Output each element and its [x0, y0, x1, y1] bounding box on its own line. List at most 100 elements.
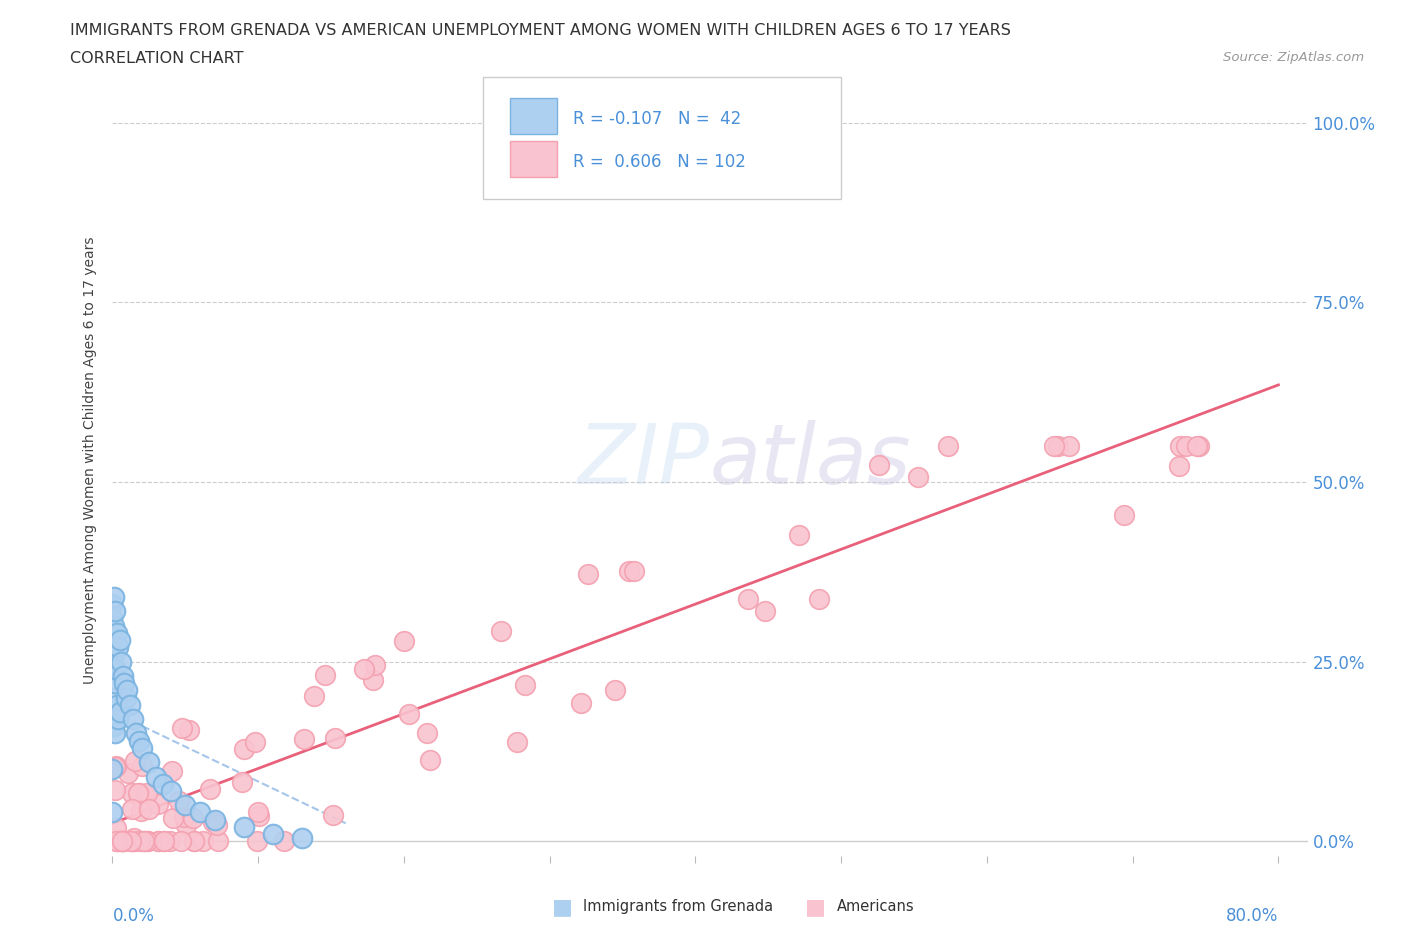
Point [174, 798, 197, 813]
Point [273, 834, 295, 849]
Text: 0.0%: 0.0% [112, 907, 155, 925]
FancyBboxPatch shape [510, 98, 557, 135]
Point [148, 834, 170, 849]
Point [138, 801, 160, 816]
Point [398, 706, 420, 721]
Point [117, 765, 139, 780]
Point [1174, 439, 1197, 454]
Point [128, 786, 150, 801]
Point [419, 752, 441, 767]
Point [105, 821, 128, 836]
Point [111, 669, 134, 684]
Point [232, 819, 254, 834]
Text: ■: ■ [553, 897, 572, 917]
Point [1188, 439, 1211, 454]
Text: CORRELATION CHART: CORRELATION CHART [70, 51, 243, 66]
Point [177, 723, 200, 737]
Point [101, 597, 124, 612]
Point [104, 760, 127, 775]
Point [576, 567, 599, 582]
Point [153, 834, 176, 849]
Point [737, 591, 759, 606]
Point [122, 834, 145, 849]
Point [174, 817, 197, 832]
Point [169, 794, 191, 809]
Text: ZIP: ZIP [578, 419, 710, 501]
Point [131, 740, 153, 755]
Point [108, 632, 131, 647]
Point [132, 834, 155, 849]
Point [202, 815, 225, 830]
Point [103, 647, 125, 662]
Y-axis label: Unemployment Among Women with Children Ages 6 to 17 years: Unemployment Among Women with Children A… [83, 236, 97, 684]
Point [353, 661, 375, 676]
Point [120, 834, 142, 849]
Point [101, 762, 124, 777]
Point [231, 774, 253, 789]
Point [868, 458, 890, 472]
Point [754, 604, 776, 618]
Point [247, 808, 270, 823]
Point [1057, 439, 1080, 454]
Point [115, 683, 138, 698]
Point [125, 726, 148, 741]
Point [128, 733, 150, 748]
FancyBboxPatch shape [510, 140, 557, 177]
Point [101, 719, 124, 734]
Point [291, 830, 314, 845]
Point [104, 661, 127, 676]
Text: R = -0.107   N =  42: R = -0.107 N = 42 [572, 110, 741, 128]
Point [323, 730, 346, 745]
Point [623, 564, 645, 578]
Point [105, 698, 128, 712]
Point [105, 834, 128, 849]
Point [162, 764, 184, 778]
Point [513, 678, 536, 693]
Point [112, 676, 135, 691]
Point [122, 711, 145, 726]
Point [569, 696, 592, 711]
Point [246, 804, 269, 819]
Point [152, 777, 174, 791]
Point [110, 654, 132, 669]
Point [101, 805, 124, 820]
Point [107, 834, 129, 849]
Text: Americans: Americans [837, 899, 914, 914]
Point [1185, 439, 1208, 454]
Point [364, 658, 387, 672]
Point [103, 676, 125, 691]
Point [108, 834, 131, 849]
Point [146, 797, 169, 812]
Point [936, 439, 959, 454]
Point [107, 711, 129, 726]
Point [124, 754, 146, 769]
Point [807, 591, 830, 606]
Point [292, 732, 315, 747]
Point [105, 625, 128, 640]
Point [1112, 508, 1135, 523]
Point [121, 786, 143, 801]
Point [134, 787, 156, 802]
Point [127, 786, 149, 801]
Point [128, 834, 150, 849]
Point [104, 783, 127, 798]
Point [181, 810, 204, 825]
Text: Immigrants from Grenada: Immigrants from Grenada [583, 899, 773, 914]
Point [136, 834, 159, 849]
Point [302, 689, 325, 704]
Point [101, 611, 124, 626]
Point [121, 802, 143, 817]
Point [789, 528, 811, 543]
Point [322, 807, 344, 822]
Point [103, 590, 125, 604]
Point [170, 721, 193, 736]
Point [159, 834, 181, 849]
Point [162, 810, 184, 825]
Point [124, 834, 146, 849]
FancyBboxPatch shape [484, 77, 842, 200]
Point [121, 834, 143, 849]
Point [245, 735, 267, 750]
Point [135, 786, 157, 801]
Point [103, 719, 125, 734]
Point [104, 759, 127, 774]
